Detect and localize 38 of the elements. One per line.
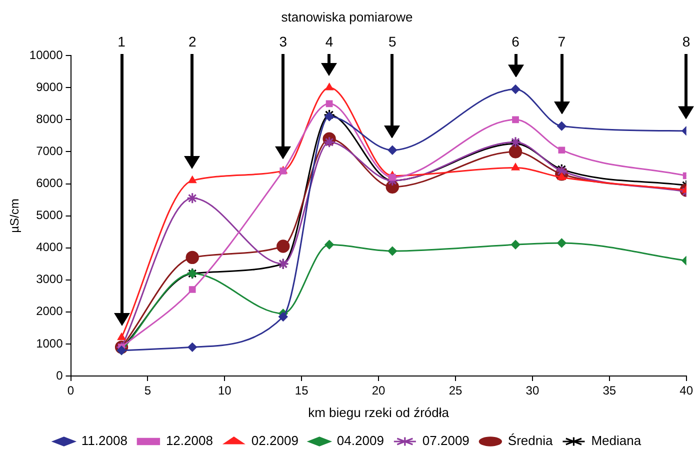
- text: 4: [325, 33, 334, 50]
- legend-label: 07.2009: [422, 433, 470, 448]
- y-tick-label: 2000: [36, 304, 64, 318]
- legend-label: 11.2008: [81, 433, 128, 448]
- legend-label: Mediana: [591, 433, 642, 448]
- y-tick-label: 8000: [36, 112, 64, 126]
- y-tick-label: 7000: [36, 144, 64, 158]
- legend-label: 04.2009: [336, 433, 384, 448]
- y-tick-label: 1000: [36, 336, 64, 350]
- x-tick-label: 30: [526, 384, 540, 398]
- text: 5: [388, 33, 396, 50]
- y-tick-label: 5000: [36, 208, 64, 222]
- text: 8: [682, 33, 690, 50]
- chart-title: stanowiska pomiarowe: [281, 9, 413, 24]
- y-axis-title: µS/cm: [8, 198, 22, 233]
- x-tick-label: 20: [372, 384, 386, 398]
- x-tick-label: 25: [448, 384, 462, 398]
- x-tick-label: 0: [67, 384, 74, 398]
- y-tick-label: 6000: [36, 176, 64, 190]
- text: 7: [558, 33, 566, 50]
- y-tick-label: 3000: [36, 272, 64, 286]
- text: 6: [512, 33, 520, 50]
- x-tick-label: 35: [602, 384, 616, 398]
- text: 1: [118, 33, 126, 50]
- x-tick-label: 40: [680, 384, 694, 398]
- legend-label: 12.2008: [166, 433, 213, 448]
- x-tick-label: 15: [294, 384, 309, 398]
- y-tick-label: 4000: [36, 240, 64, 254]
- x-axis-title: km biegu rzeki od źródła: [308, 404, 450, 420]
- legend-label: 02.2009: [251, 433, 298, 448]
- legend-label: Średnia: [508, 433, 554, 448]
- y-tick-label: 0: [56, 368, 64, 382]
- y-tick-label: 9000: [36, 80, 64, 94]
- text: 3: [279, 33, 288, 50]
- y-tick-label: 10000: [29, 48, 64, 62]
- x-tick-label: 10: [218, 384, 232, 398]
- x-tick-label: 5: [144, 384, 152, 398]
- text: 2: [188, 33, 196, 50]
